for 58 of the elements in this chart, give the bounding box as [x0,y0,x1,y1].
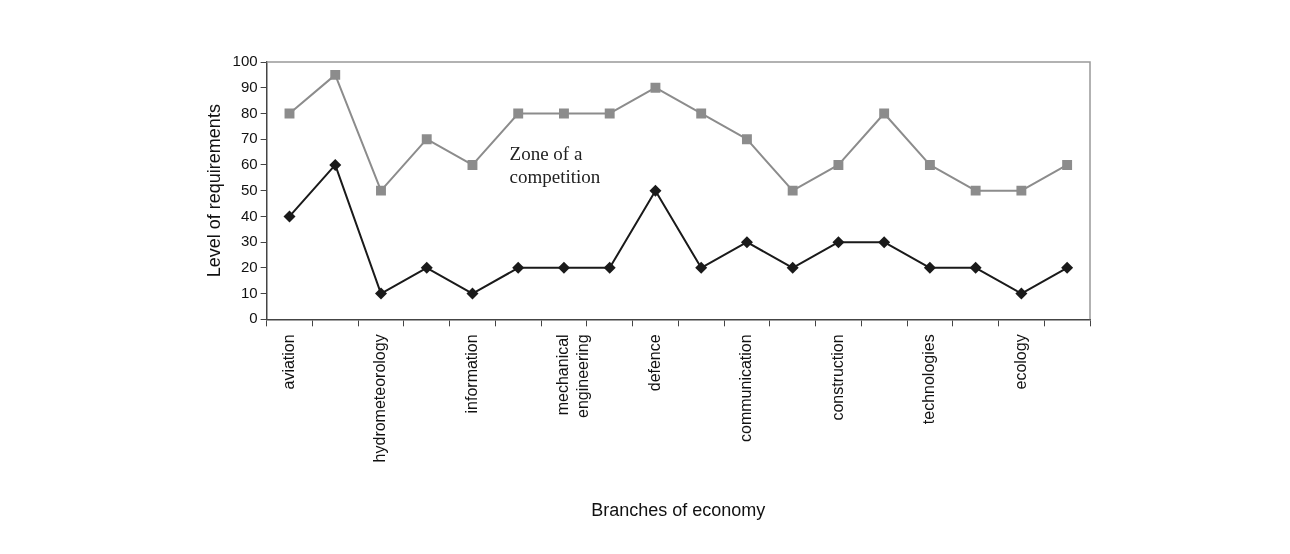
y-tick-label: 40 [240,206,258,224]
point [923,261,936,274]
point [786,261,799,274]
point [969,261,982,274]
x-tick-label: information [462,334,480,414]
x-tick-label: construction [828,334,846,421]
x-tick-label: hydrometeorology [371,334,389,463]
y-tick-label: 0 [249,309,258,327]
point [374,287,387,300]
point [879,108,890,119]
y-tick-label: 20 [240,258,258,275]
x-tick-label: ecology [1011,334,1029,390]
point [603,261,616,274]
point [283,210,296,223]
y-tick-label: 60 [240,155,258,173]
point [741,134,752,145]
y-tick-label: 90 [240,77,258,95]
point [696,108,707,119]
point [376,185,386,196]
point [512,261,525,274]
y-tick-label: 10 [240,283,258,301]
x-tick-label: communication [737,334,755,442]
point [833,159,844,170]
point [649,184,662,197]
point [420,261,433,274]
point [330,69,341,80]
point [1061,261,1074,274]
point [1016,185,1027,196]
y-tick-label: 100 [232,52,258,70]
x-tick-label: mechanical engineering [554,334,591,418]
point [740,236,753,249]
x-tick-label: technologies [920,334,938,425]
point [421,134,432,145]
point [1062,159,1073,170]
point [1015,287,1028,300]
point [650,82,661,93]
point [787,185,798,196]
y-axis-title: Level of requirements [203,104,224,278]
point [513,108,524,119]
point [970,185,981,196]
y-tick-label: 30 [240,232,258,250]
point [832,236,845,249]
point [604,108,615,119]
x-tick-label: aviation [279,334,297,390]
point [924,159,935,170]
point [467,159,478,170]
x-tick-label: defence [645,334,663,392]
y-tick-label: 50 [240,180,258,198]
x-axis-title: Branches of economy [591,500,766,521]
point [557,261,570,274]
y-tick-label: 80 [240,103,258,121]
point [695,261,708,274]
point [878,236,891,249]
point [559,108,569,119]
annotation: Zone of a competition [509,142,601,187]
point [329,158,342,171]
y-tick-label: 70 [240,129,258,147]
point [466,287,479,300]
